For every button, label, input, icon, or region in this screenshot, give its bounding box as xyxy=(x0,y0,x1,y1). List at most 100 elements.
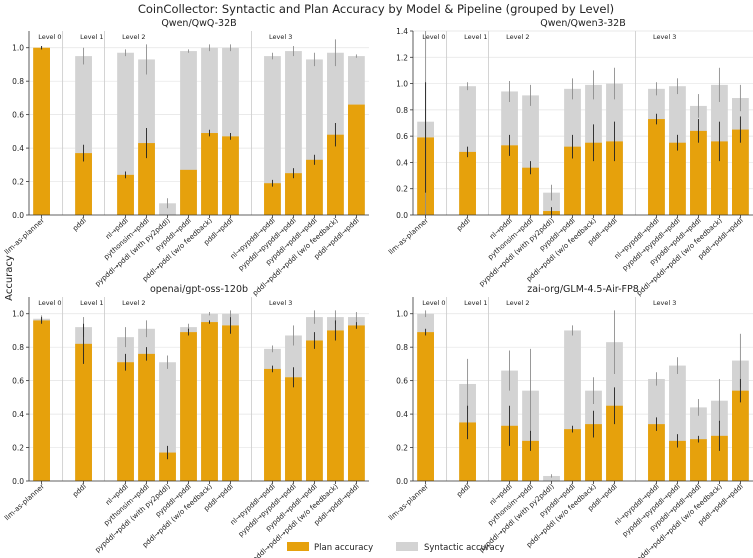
bar-plan xyxy=(669,142,686,215)
x-tick-label: llm-as-planner xyxy=(387,482,430,522)
bar-plan xyxy=(522,440,539,481)
bar-plan xyxy=(285,173,302,215)
bar-syntactic xyxy=(543,475,560,481)
level-label: Level 2 xyxy=(506,299,529,307)
panel-title: openai/gpt-oss-120b xyxy=(150,284,248,295)
bar-plan xyxy=(564,146,581,215)
y-tick-label: 0.0 xyxy=(396,211,408,220)
bar-plan xyxy=(222,136,239,215)
bar-syntactic xyxy=(264,56,281,215)
bar-plan xyxy=(711,141,728,215)
bar-plan xyxy=(501,145,518,215)
bar-plan xyxy=(501,425,518,481)
level-label: Level 1 xyxy=(464,33,487,41)
bar-plan xyxy=(648,424,665,481)
level-label: Level 0 xyxy=(38,299,61,307)
bar-plan xyxy=(201,322,218,481)
bar-plan xyxy=(306,340,323,481)
bar-plan xyxy=(648,119,665,215)
panel-title: Qwen/QwQ-32B xyxy=(161,18,236,29)
level-label: Level 0 xyxy=(422,33,445,41)
bar-plan xyxy=(606,141,623,215)
y-tick-label: 0.4 xyxy=(396,410,408,419)
y-tick-label: 1.0 xyxy=(396,310,408,319)
bar-plan xyxy=(669,440,686,481)
level-label: Level 2 xyxy=(122,33,145,41)
y-tick-label: 0.2 xyxy=(12,444,24,453)
y-tick-label: 0.6 xyxy=(12,111,24,120)
bar-plan xyxy=(690,439,707,481)
bar-plan xyxy=(711,435,728,481)
y-tick-label: 1.0 xyxy=(12,44,24,53)
x-tick-label: pddl xyxy=(71,217,88,233)
x-tick-label: pddl xyxy=(455,483,472,499)
bar-plan xyxy=(732,129,749,215)
bar-syntactic xyxy=(159,362,176,481)
bar-syntactic xyxy=(543,192,560,215)
level-label: Level 2 xyxy=(506,33,529,41)
y-tick-label: 1.0 xyxy=(396,80,408,89)
bar-plan xyxy=(264,183,281,215)
y-tick-label: 0.2 xyxy=(12,178,24,187)
y-tick-label: 1.0 xyxy=(12,310,24,319)
bar-plan xyxy=(117,174,134,215)
y-tick-label: 0.0 xyxy=(396,477,408,486)
chart-panel-glm-4-5-air: zai-org/GLM-4.5-Air-FP8 0.0 0.2 0.4 0.6 0.8 1.… xyxy=(387,284,753,558)
x-tick-label: pddl xyxy=(71,483,88,499)
chart-panel-qwen3-32b: Qwen/Qwen3-32B 0.0 0.2 0.4 0.6 0.8 1.0 1.2 1.4 Le… xyxy=(387,18,753,297)
bar-plan xyxy=(201,133,218,215)
y-tick-label: 0.0 xyxy=(12,477,24,486)
y-tick-label: 0.6 xyxy=(396,377,408,386)
level-label: Level 1 xyxy=(80,299,103,307)
bar-plan xyxy=(159,452,176,481)
level-label: Level 0 xyxy=(422,299,445,307)
bar-plan xyxy=(138,353,155,481)
bar-plan xyxy=(180,332,197,481)
panel-title: zai-org/GLM-4.5-Air-FP8 xyxy=(527,284,639,295)
level-label: Level 1 xyxy=(464,299,487,307)
bar-plan xyxy=(459,422,476,481)
bar-plan xyxy=(417,332,434,481)
bar-plan xyxy=(180,169,197,215)
legend-label-syntactic: Syntactic accuracy xyxy=(424,543,504,553)
bar-plan xyxy=(306,159,323,215)
bar-plan xyxy=(33,320,50,481)
y-tick-label: 0.0 xyxy=(12,211,24,220)
bar-plan xyxy=(564,429,581,481)
x-tick-label: pddl xyxy=(455,217,472,233)
bar-plan xyxy=(585,142,602,215)
bar-plan xyxy=(264,368,281,481)
y-tick-label: 0.4 xyxy=(12,144,24,153)
bar-syntactic xyxy=(117,52,134,215)
y-tick-label: 1.4 xyxy=(396,27,408,36)
bar-plan xyxy=(138,143,155,215)
bar-plan xyxy=(522,167,539,215)
y-tick-label: 0.6 xyxy=(396,132,408,141)
bar-plan xyxy=(117,362,134,481)
bar-plan xyxy=(348,104,365,215)
y-tick-label: 0.8 xyxy=(12,77,24,86)
level-label: Level 3 xyxy=(269,33,292,41)
level-label: Level 3 xyxy=(653,299,676,307)
bar-plan xyxy=(459,151,476,215)
bar-plan xyxy=(33,47,50,216)
y-tick-label: 0.2 xyxy=(396,185,408,194)
bar-plan xyxy=(222,325,239,481)
level-label: Level 2 xyxy=(122,299,145,307)
y-tick-label: 0.4 xyxy=(12,410,24,419)
legend-label-plan: Plan accuracy xyxy=(314,543,373,553)
y-tick-label: 0.8 xyxy=(12,343,24,352)
level-label: Level 3 xyxy=(653,33,676,41)
x-tick-label: llm-as-planner xyxy=(3,482,46,522)
y-axis-label: Accuracy xyxy=(4,255,15,301)
y-tick-label: 0.2 xyxy=(396,444,408,453)
y-tick-label: 0.8 xyxy=(396,106,408,115)
chart-panel-gpt-oss-120b: openai/gpt-oss-120b 0.0 0.2 0.4 0.6 0.8 1.0 Lev… xyxy=(3,284,369,558)
x-tick-label: llm-as-planner xyxy=(3,216,46,256)
bar-plan xyxy=(75,153,92,215)
bar-plan xyxy=(732,390,749,481)
level-label: Level 1 xyxy=(80,33,103,41)
y-tick-label: 0.8 xyxy=(396,343,408,352)
bar-plan xyxy=(348,325,365,481)
